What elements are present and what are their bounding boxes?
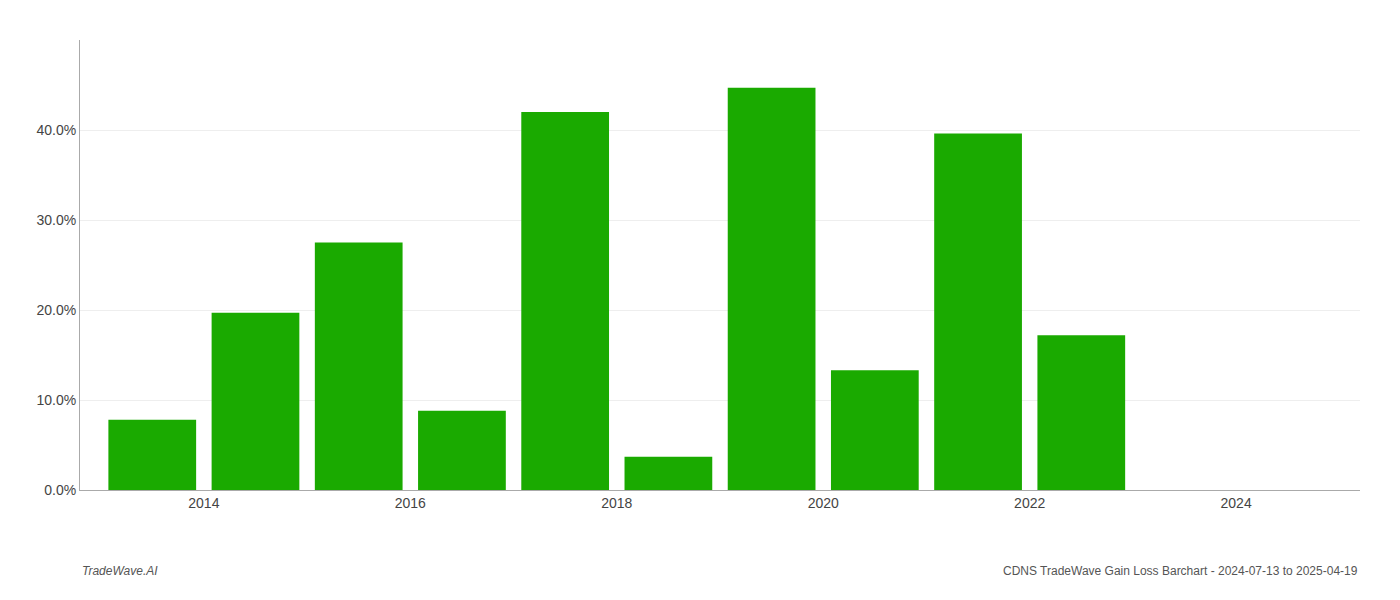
- svg-text:30.0%: 30.0%: [36, 212, 76, 228]
- svg-text:2020: 2020: [808, 495, 839, 511]
- svg-text:2022: 2022: [1014, 495, 1045, 511]
- svg-text:40.0%: 40.0%: [36, 122, 76, 138]
- svg-text:CDNS TradeWave Gain Loss Barch: CDNS TradeWave Gain Loss Barchart - 2024…: [1003, 564, 1358, 578]
- svg-text:2018: 2018: [601, 495, 632, 511]
- svg-text:10.0%: 10.0%: [36, 392, 76, 408]
- svg-text:TradeWave.AI: TradeWave.AI: [82, 564, 158, 578]
- svg-text:2016: 2016: [395, 495, 426, 511]
- svg-text:0.0%: 0.0%: [44, 482, 76, 498]
- svg-text:20.0%: 20.0%: [36, 302, 76, 318]
- svg-text:2014: 2014: [188, 495, 219, 511]
- svg-text:2024: 2024: [1221, 495, 1252, 511]
